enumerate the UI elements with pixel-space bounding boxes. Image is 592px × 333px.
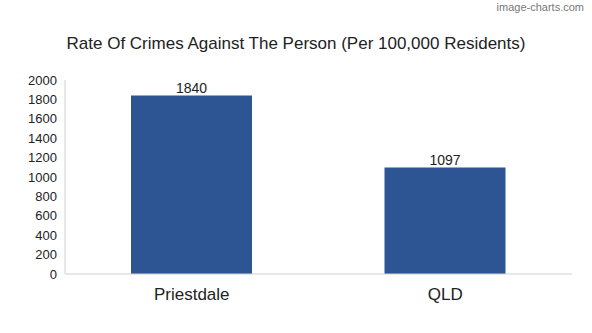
svg-text:1000: 1000 <box>28 170 57 185</box>
svg-text:800: 800 <box>35 189 57 204</box>
svg-text:2000: 2000 <box>28 73 57 88</box>
svg-text:1800: 1800 <box>28 92 57 107</box>
svg-text:QLD: QLD <box>428 285 463 304</box>
svg-text:1840: 1840 <box>176 80 207 96</box>
svg-text:200: 200 <box>35 247 57 262</box>
svg-text:0: 0 <box>50 267 57 282</box>
svg-text:1200: 1200 <box>28 150 57 165</box>
svg-text:400: 400 <box>35 228 57 243</box>
html-text:Rate Of Crimes Against The Per: Rate Of Crimes Against The Person (Per 1… <box>66 34 526 53</box>
html-text:image-charts.com: image-charts.com <box>496 1 584 13</box>
svg-text:600: 600 <box>35 208 57 223</box>
svg-text:1600: 1600 <box>28 111 57 126</box>
svg-text:1400: 1400 <box>28 131 57 146</box>
svg-text:Priestdale: Priestdale <box>154 285 230 304</box>
svg-text:1097: 1097 <box>429 152 460 168</box>
